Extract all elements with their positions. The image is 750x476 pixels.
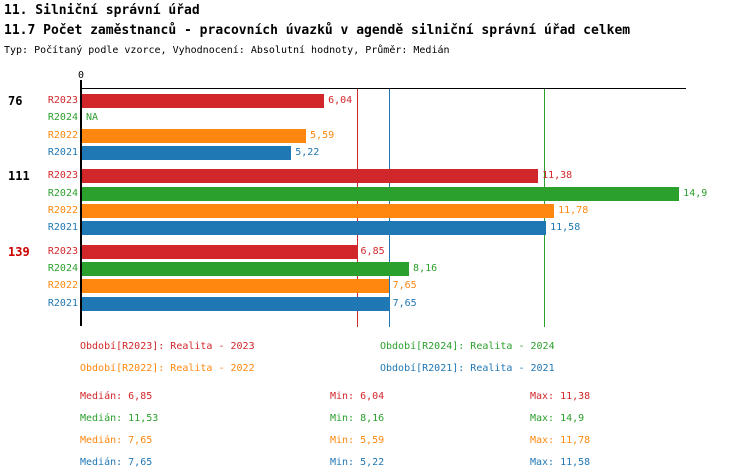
series-label: R2021 (47, 297, 78, 309)
series-label: R2022 (47, 204, 78, 216)
series-label: R2022 (47, 129, 78, 141)
bar-row: R2023 6,04 (0, 94, 750, 111)
series-label: R2024 (47, 187, 78, 199)
stat-min: Min: 8,16 (330, 413, 385, 424)
bar (82, 94, 325, 108)
group-label: 139 (8, 244, 30, 259)
bar-row: R2021 7,65 (0, 296, 750, 314)
series-label: R2023 (47, 95, 78, 106)
bar-value-label: 6,04 (328, 95, 353, 106)
bar-row: R2024 14,9 (0, 186, 750, 204)
series-label: R2023 (47, 245, 78, 257)
y-axis-line (80, 80, 82, 326)
bar (82, 203, 555, 218)
axis-origin-label: 0 (77, 70, 85, 81)
bar-value-label: 7,65 (392, 280, 417, 292)
stat-median: Medián: 7,65 (80, 457, 153, 468)
bar-value-label: 11,38 (542, 170, 573, 182)
group-label: 76 (8, 94, 23, 108)
bar-row: R2022 5,59 (0, 128, 750, 146)
bar (82, 279, 389, 294)
series-label: R2021 (47, 222, 78, 234)
group-label: 111 (8, 169, 30, 184)
bar-value-label: 8,16 (413, 262, 438, 274)
bar (82, 186, 680, 201)
stat-median: Medián: 7,65 (80, 435, 153, 446)
bar-group-111: 111 R2023 11,38 R2024 14,9 R2022 (0, 169, 750, 238)
bar-row: R2021 11,58 (0, 221, 750, 238)
bar (82, 128, 307, 143)
bar-value-label: 11,78 (558, 204, 589, 216)
bar-row: R2024 8,16 (0, 261, 750, 279)
legend-item-r2023: Období[R2023]: Realita - 2023 (80, 341, 255, 352)
bar-value-label: 14,9 (683, 187, 708, 199)
bar-row: R2022 7,65 (0, 279, 750, 296)
bar-value-label: 5,59 (310, 129, 335, 141)
series-label: R2024 (47, 112, 78, 124)
bar-value-label: 7,65 (392, 297, 417, 309)
bar-value-label: 5,22 (295, 146, 320, 158)
legend-item-r2021: Období[R2021]: Realita - 2021 (380, 363, 555, 374)
bar (82, 244, 357, 259)
bar (82, 261, 410, 276)
stat-max: Max: 11,38 (530, 391, 591, 402)
bar-row: R2022 11,78 (0, 203, 750, 221)
bar (82, 169, 539, 184)
stat-min: Min: 5,22 (330, 457, 385, 468)
legend-item-r2022: Období[R2022]: Realita - 2022 (80, 363, 255, 374)
chart-meta-line: Typ: Počítaný podle vzorce, Vyhodnocení:… (4, 45, 450, 56)
bar (82, 296, 389, 311)
stat-max: Max: 14,9 (530, 413, 585, 424)
bar-row: R2023 11,38 (0, 169, 750, 186)
series-label: R2023 (47, 170, 78, 182)
bar-value-label: NA (86, 112, 99, 124)
chart-title: 11.7 Počet zaměstnanců - pracovních úvaz… (4, 23, 631, 38)
stat-min: Min: 5,59 (330, 435, 385, 446)
bar-value-label: 11,58 (550, 222, 581, 234)
bar-row: R2021 5,22 (0, 145, 750, 163)
bar (82, 221, 547, 236)
bar (82, 145, 292, 160)
page-title: 11. Silniční správní úřad (4, 3, 200, 18)
bar-groups: 76 R2023 6,04 R2024 NA R2022 5,59 (0, 88, 750, 314)
bar-row: R2024 NA (0, 111, 750, 128)
bar-value-label: 6,85 (360, 245, 385, 257)
stat-median: Medián: 6,85 (80, 391, 153, 402)
series-label: R2024 (47, 262, 78, 274)
legend-item-r2024: Období[R2024]: Realita - 2024 (380, 341, 555, 352)
stat-max: Max: 11,78 (530, 435, 591, 446)
bar-group-139: 139 R2023 6,85 R2024 8,16 R2022 7 (0, 244, 750, 314)
bar-row: R2023 6,85 (0, 244, 750, 262)
stat-min: Min: 6,04 (330, 391, 385, 402)
stat-median: Medián: 11,53 (80, 413, 159, 424)
bar-group-76: 76 R2023 6,04 R2024 NA R2022 5,59 (0, 94, 750, 163)
stat-max: Max: 11,58 (530, 457, 591, 468)
series-label: R2022 (47, 280, 78, 292)
series-label: R2021 (47, 146, 78, 158)
